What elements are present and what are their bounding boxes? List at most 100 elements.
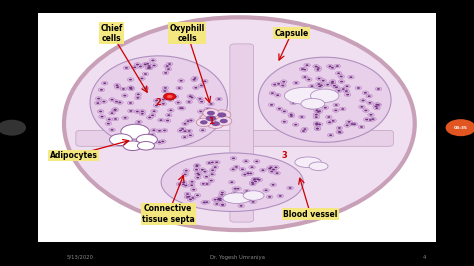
Circle shape [201,169,204,171]
Circle shape [186,129,192,133]
Circle shape [219,193,225,197]
Circle shape [281,120,288,124]
Circle shape [213,160,220,164]
Circle shape [190,120,192,121]
Circle shape [281,110,288,113]
Circle shape [368,113,374,117]
Circle shape [235,187,241,190]
Circle shape [251,178,258,182]
Circle shape [364,92,367,94]
Ellipse shape [213,110,231,120]
Circle shape [220,194,223,196]
Circle shape [338,131,341,133]
Circle shape [144,62,151,66]
Circle shape [147,67,150,69]
Circle shape [186,100,192,104]
Ellipse shape [123,141,142,151]
Circle shape [333,85,340,89]
Circle shape [188,196,191,197]
Circle shape [331,81,334,82]
Circle shape [194,87,197,89]
Circle shape [268,170,275,173]
Circle shape [251,177,258,181]
Circle shape [217,199,220,200]
Circle shape [345,90,348,92]
Circle shape [318,86,321,87]
Circle shape [231,196,234,198]
Circle shape [218,198,221,199]
Circle shape [338,74,345,78]
Circle shape [351,122,358,126]
Circle shape [167,109,174,112]
Circle shape [145,66,152,70]
Circle shape [112,107,118,111]
Circle shape [189,199,192,200]
Circle shape [162,103,165,105]
Circle shape [301,68,308,72]
Circle shape [129,79,132,80]
Circle shape [116,86,119,88]
Circle shape [192,189,195,190]
Circle shape [215,198,222,201]
Circle shape [180,80,182,81]
Circle shape [187,120,190,122]
Circle shape [144,64,146,65]
Circle shape [167,114,170,116]
Circle shape [136,124,139,126]
Circle shape [299,94,302,96]
Circle shape [219,119,228,123]
Circle shape [219,203,226,206]
Circle shape [102,101,105,102]
Circle shape [107,123,110,124]
Circle shape [203,200,210,204]
Circle shape [274,171,281,175]
Circle shape [229,195,236,199]
Circle shape [210,168,216,172]
Circle shape [149,133,155,137]
Circle shape [198,174,201,176]
Circle shape [126,126,132,130]
Circle shape [240,194,243,196]
Circle shape [300,129,307,133]
Circle shape [128,109,134,113]
Ellipse shape [309,162,328,171]
Circle shape [97,98,100,99]
Circle shape [151,114,154,116]
Circle shape [303,69,306,70]
Circle shape [256,178,263,182]
Circle shape [164,90,166,92]
Circle shape [114,109,117,110]
Circle shape [315,66,322,70]
Circle shape [114,84,120,87]
Circle shape [175,101,182,105]
Circle shape [362,100,365,101]
Ellipse shape [207,119,224,128]
Circle shape [301,127,308,131]
Circle shape [193,164,200,168]
Circle shape [238,196,241,198]
Circle shape [191,181,193,182]
Circle shape [211,161,214,163]
Circle shape [149,114,156,117]
Circle shape [299,115,305,119]
Circle shape [203,202,206,203]
Circle shape [317,85,323,88]
Circle shape [155,100,158,101]
Circle shape [319,98,322,99]
Circle shape [318,103,324,107]
Circle shape [332,109,339,112]
Circle shape [188,119,194,122]
Circle shape [124,117,127,119]
Circle shape [316,128,319,130]
Circle shape [192,86,199,90]
Circle shape [182,122,188,126]
Circle shape [254,160,260,163]
Circle shape [292,102,295,104]
Circle shape [360,99,366,102]
Circle shape [287,186,293,190]
Circle shape [191,78,197,82]
Circle shape [167,68,170,70]
Circle shape [253,179,256,181]
Circle shape [355,86,362,90]
Circle shape [148,67,151,69]
